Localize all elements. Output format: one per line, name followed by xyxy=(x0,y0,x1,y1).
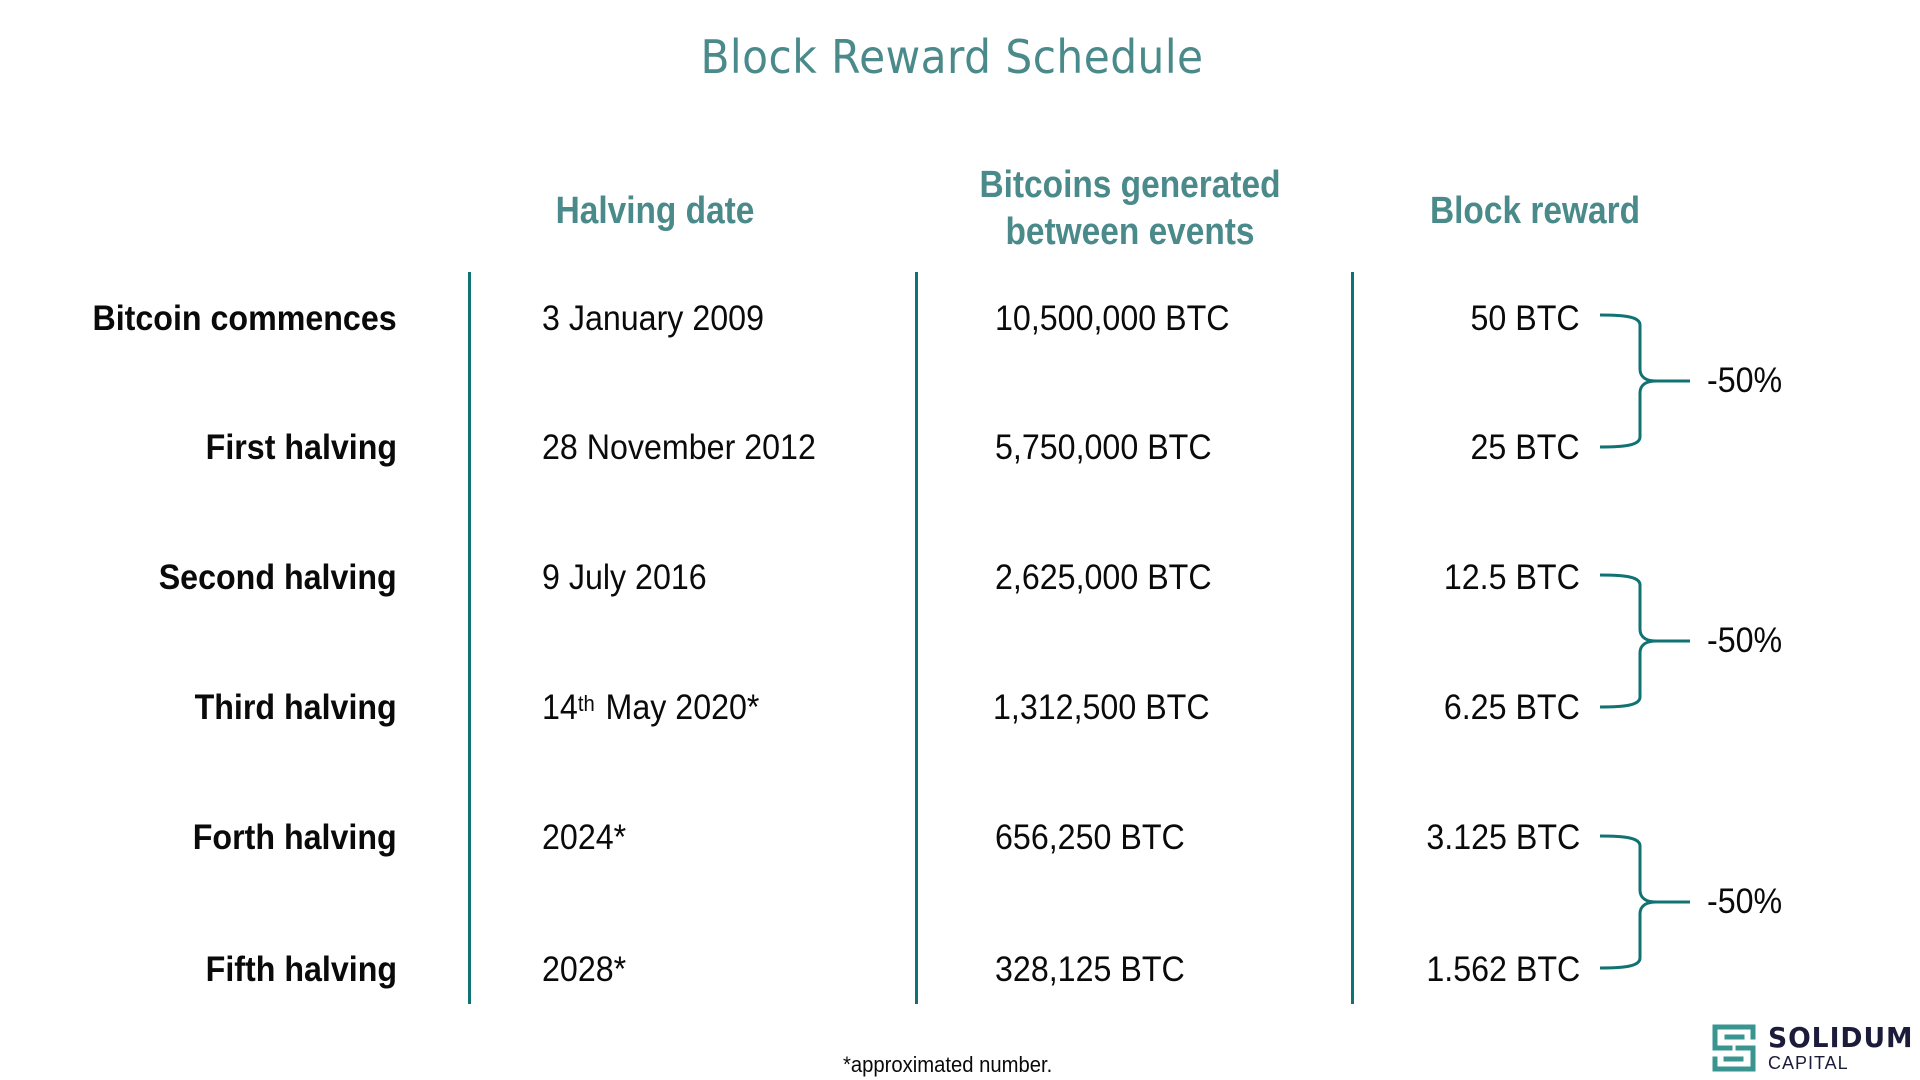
column-header-bitcoins-generated-line1: Bitcoins generated xyxy=(979,164,1281,206)
block-reward-cell: 25 BTC xyxy=(1470,428,1580,467)
date-ordinal-suffix: th xyxy=(577,691,595,716)
column-header-block-reward: Block reward xyxy=(1429,190,1641,232)
bitcoins-generated-cell: 5,750,000 BTC xyxy=(995,428,1212,467)
footnote: *approximated number. xyxy=(843,1052,1053,1077)
row-label-fifth-halving: Fifth halving xyxy=(205,950,397,989)
bitcoins-generated-cell: 1,312,500 BTC xyxy=(993,688,1210,727)
logo-subtitle: CAPITAL xyxy=(1768,1053,1849,1073)
block-reward-cell: 12.5 BTC xyxy=(1443,558,1580,597)
column-divider xyxy=(468,272,471,1004)
date-text: 28 November 2012 xyxy=(542,428,816,467)
row-label-first-halving: First halving xyxy=(205,428,397,467)
solidum-logo-icon xyxy=(1712,1024,1756,1072)
date-text: 2028* xyxy=(542,950,627,989)
halving-date-cell: 9 July 2016 xyxy=(542,558,707,598)
column-divider xyxy=(915,272,918,1004)
logo-name: SOLIDUM xyxy=(1768,1021,1914,1054)
column-header-bitcoins-generated-line2: between events xyxy=(1005,211,1255,253)
block-reward-cell: 50 BTC xyxy=(1470,299,1580,338)
percent-change-label: -50% xyxy=(1707,882,1783,921)
column-header-bitcoins-generated: Bitcoins generated between events xyxy=(928,162,1333,256)
curly-brace-icon xyxy=(1599,313,1690,449)
date-text: 9 July 2016 xyxy=(542,558,707,597)
block-reward-cell: 3.125 BTC xyxy=(1426,818,1580,857)
curly-brace-icon xyxy=(1599,573,1690,709)
solidum-capital-logo: SOLIDUM CAPITAL xyxy=(1712,1022,1920,1074)
row-label-second-halving: Second halving xyxy=(159,558,397,597)
bitcoins-generated-cell: 2,625,000 BTC xyxy=(995,558,1212,597)
halving-date-cell: 2028* xyxy=(542,950,626,990)
row-label-bitcoin-commences: Bitcoin commences xyxy=(92,299,397,338)
bitcoins-generated-cell: 10,500,000 BTC xyxy=(995,299,1230,338)
percent-change-label: -50% xyxy=(1707,621,1783,660)
halving-date-cell: 14th May 2020* xyxy=(542,688,759,728)
block-reward-cell: 6.25 BTC xyxy=(1443,688,1580,727)
date-text: 3 January 2009 xyxy=(542,299,764,338)
column-header-halving-date: Halving date xyxy=(555,190,755,232)
curly-brace-icon xyxy=(1599,834,1690,970)
date-month-year: May 2020* xyxy=(605,688,760,727)
block-reward-cell: 1.562 BTC xyxy=(1426,950,1580,989)
date-day: 14 xyxy=(542,688,578,727)
date-text: 2024* xyxy=(542,818,627,857)
percent-change-label: -50% xyxy=(1707,361,1783,400)
halving-date-cell: 3 January 2009 xyxy=(542,299,764,339)
halving-date-cell: 2024* xyxy=(542,818,626,858)
halving-date-cell: 28 November 2012 xyxy=(542,428,816,468)
bitcoins-generated-cell: 656,250 BTC xyxy=(995,818,1185,857)
bitcoins-generated-cell: 328,125 BTC xyxy=(995,950,1185,989)
column-divider xyxy=(1351,272,1354,1004)
row-label-third-halving: Third halving xyxy=(194,688,397,727)
page-title: Block Reward Schedule xyxy=(700,30,1204,84)
row-label-forth-halving: Forth halving xyxy=(193,818,397,857)
